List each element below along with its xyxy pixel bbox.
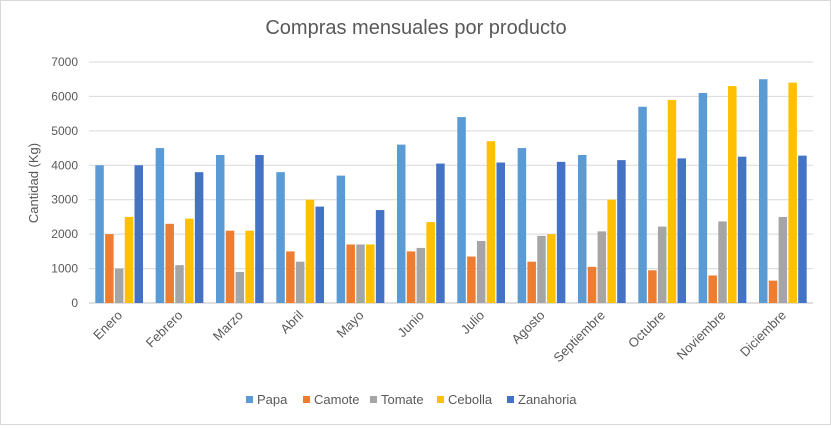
bar-papa-octubre [638, 106, 647, 303]
x-tick-label: Diciembre [737, 308, 789, 360]
bar-cebolla-agosto [547, 234, 556, 303]
bar-camote-marzo [225, 230, 235, 303]
legend-swatch-camote [303, 396, 310, 403]
x-tick-label: Octubre [625, 308, 668, 351]
bar-camote-abril [286, 251, 295, 303]
bar-tomate-diciembre [778, 216, 788, 303]
bar-tomate-abril [295, 261, 305, 303]
bar-camote-julio [467, 256, 476, 303]
x-tick-label: Marzo [210, 308, 246, 344]
bar-papa-noviembre [698, 92, 708, 303]
bar-cebolla-enero [124, 216, 134, 303]
bar-zanahoria-marzo [255, 154, 264, 303]
bar-zanahoria-abril [315, 206, 325, 303]
legend-label-papa: Papa [257, 392, 288, 407]
x-tick-label: Abril [277, 307, 306, 336]
bar-cebolla-junio [426, 222, 435, 303]
bar-tomate-febrero [175, 265, 184, 303]
x-tick-label: Mayo [334, 308, 367, 341]
bar-cebolla-marzo [245, 230, 254, 303]
bar-camote-agosto [527, 261, 536, 303]
bar-cebolla-noviembre [728, 86, 737, 303]
bar-camote-enero [105, 234, 114, 303]
legend-swatch-cebolla [437, 396, 444, 403]
legend-label-cebolla: Cebolla [448, 392, 493, 407]
bar-cebolla-septiembre [607, 199, 616, 303]
y-tick-label: 0 [71, 296, 78, 310]
y-tick-label: 1000 [51, 262, 78, 276]
bar-zanahoria-noviembre [737, 156, 747, 303]
legend-label-camote: Camote [314, 392, 360, 407]
bar-tomate-marzo [235, 272, 245, 303]
bar-zanahoria-octubre [677, 158, 687, 303]
bar-camote-febrero [165, 223, 174, 303]
bar-camote-diciembre [768, 280, 778, 303]
x-tick-label: Enero [90, 308, 125, 343]
bar-cebolla-abril [305, 199, 315, 303]
y-tick-labels: 0 1000 2000 3000 4000 5000 6000 7000 [51, 55, 78, 310]
bar-zanahoria-septiembre [617, 160, 626, 303]
bar-cebolla-octubre [667, 99, 677, 303]
legend-swatch-zanahoria [507, 396, 514, 403]
y-tick-label: 7000 [51, 55, 78, 69]
bar-papa-diciembre [758, 79, 768, 303]
bar-zanahoria-agosto [556, 161, 566, 303]
bar-tomate-enero [114, 268, 124, 303]
x-tick-label: Noviembre [674, 308, 729, 363]
bar-tomate-agosto [537, 235, 546, 303]
bar-tomate-junio [416, 247, 426, 303]
bar-camote-septiembre [587, 266, 597, 303]
bar-cebolla-diciembre [788, 82, 797, 304]
x-tick-label: Septiembre [550, 308, 608, 366]
bar-zanahoria-junio [436, 163, 445, 303]
bar-zanahoria-diciembre [798, 155, 807, 303]
x-tick-label: Junio [394, 308, 427, 341]
legend-label-zanahoria: Zanahoria [518, 392, 577, 407]
bar-papa-julio [457, 117, 466, 303]
chart-title: Compras mensuales por producto [265, 17, 566, 39]
legend-label-tomate: Tomate [381, 392, 424, 407]
y-tick-label: 4000 [51, 158, 78, 172]
legend-swatch-papa [246, 396, 253, 403]
bar-zanahoria-febrero [194, 172, 204, 303]
bar-papa-enero [95, 165, 104, 303]
bar-papa-septiembre [577, 154, 587, 303]
bar-tomate-noviembre [718, 221, 727, 303]
bar-tomate-mayo [356, 244, 365, 303]
bar-papa-mayo [336, 175, 346, 303]
bar-papa-agosto [517, 148, 527, 303]
bar-cebolla-julio [486, 141, 496, 303]
x-tick-labels: Enero Febrero Marzo Abril Mayo Junio Julio Agos… [90, 307, 789, 365]
y-tick-label: 2000 [51, 227, 78, 241]
bar-papa-febrero [155, 148, 165, 303]
bar-camote-junio [406, 251, 416, 303]
bar-tomate-septiembre [597, 231, 607, 303]
y-tick-label: 3000 [51, 193, 78, 207]
bar-tomate-octubre [657, 226, 667, 303]
bar-camote-noviembre [708, 275, 717, 303]
x-tick-label: Febrero [143, 308, 186, 351]
bar-zanahoria-enero [134, 165, 144, 303]
bars [95, 79, 807, 304]
bar-papa-marzo [215, 154, 225, 303]
bar-papa-abril [276, 172, 285, 303]
bar-zanahoria-julio [496, 162, 506, 303]
bar-papa-junio [396, 144, 406, 303]
bar-cebolla-febrero [185, 218, 194, 303]
x-tick-label: Julio [458, 308, 488, 338]
y-tick-label: 5000 [51, 124, 78, 138]
bar-camote-mayo [346, 244, 355, 303]
x-tick-label: Agosto [508, 308, 547, 347]
bar-cebolla-mayo [366, 244, 375, 303]
y-tick-label: 6000 [51, 89, 78, 103]
gridlines [89, 61, 813, 304]
bar-tomate-julio [476, 241, 486, 303]
bar-zanahoria-mayo [375, 210, 385, 303]
bar-camote-octubre [648, 270, 657, 303]
legend: Papa Camote Tomate Cebolla Zanahoria [246, 392, 577, 407]
legend-swatch-tomate [370, 396, 377, 403]
y-axis-label: Cantidad (Kg) [26, 143, 41, 223]
